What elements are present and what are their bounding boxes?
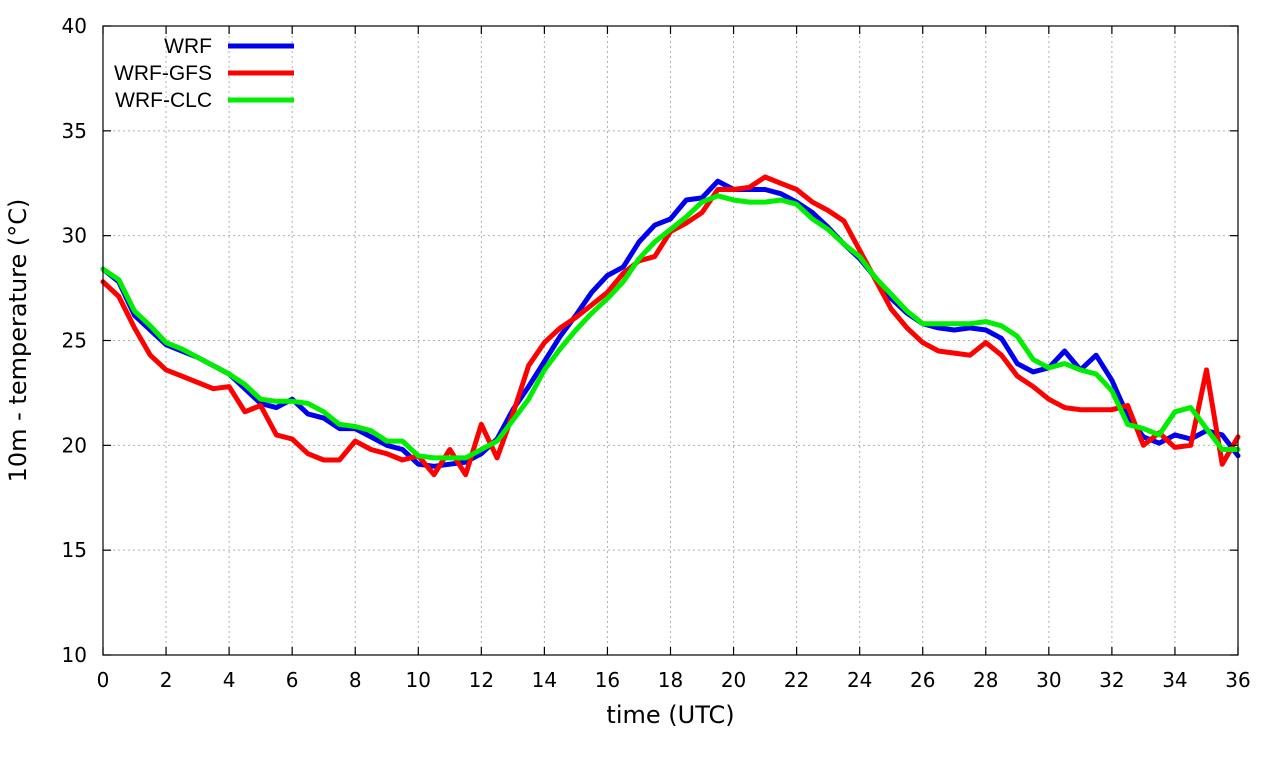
x-tick-label: 12 — [469, 668, 494, 692]
legend-label: WRF — [164, 35, 212, 58]
x-tick-label: 4 — [223, 668, 236, 692]
x-tick-label: 18 — [658, 668, 683, 692]
x-tick-label: 10 — [406, 668, 431, 692]
y-tick-label: 15 — [62, 538, 87, 562]
x-tick-label: 2 — [160, 668, 173, 692]
y-tick-label: 20 — [62, 433, 87, 457]
y-tick-label: 35 — [62, 119, 87, 143]
legend: WRF WRF-GFS WRF-CLC — [114, 35, 294, 112]
x-tick-label: 0 — [97, 668, 110, 692]
grid-lines — [103, 26, 1238, 655]
series-line-wrf-clc — [100, 193, 1241, 461]
x-tick-label: 30 — [1036, 668, 1061, 692]
y-tick-label: 40 — [62, 14, 87, 38]
y-tick-label: 25 — [62, 329, 87, 353]
y-tick-label: 30 — [62, 224, 87, 248]
legend-label: WRF-GFS — [114, 62, 212, 85]
y-tick-label: 10 — [62, 643, 87, 667]
x-tick-label: 20 — [721, 668, 746, 692]
legend-item-wrf-clc: WRF-CLC — [115, 89, 294, 112]
legend-item-wrf-gfs: WRF-GFS — [114, 62, 294, 85]
y-axis-title: 10m - temperature (°C) — [4, 199, 32, 483]
x-axis-title: time (UTC) — [606, 701, 734, 729]
axis-ticks: 0 2 4 6 8 10 12 14 16 18 20 22 24 26 28 30 32 34 361015202… — [62, 14, 1251, 692]
x-tick-label: 8 — [349, 668, 362, 692]
x-tick-label: 32 — [1099, 668, 1124, 692]
x-tick-label: 24 — [847, 668, 872, 692]
x-tick-label: 22 — [784, 668, 809, 692]
x-tick-label: 16 — [595, 668, 620, 692]
legend-item-wrf: WRF — [164, 35, 294, 58]
x-tick-label: 36 — [1225, 668, 1250, 692]
x-tick-label: 26 — [910, 668, 935, 692]
x-tick-label: 28 — [973, 668, 998, 692]
series-layer — [100, 174, 1241, 478]
legend-label: WRF-CLC — [115, 89, 212, 112]
x-tick-label: 14 — [532, 668, 557, 692]
series-line-wrf — [100, 178, 1241, 469]
x-tick-label: 34 — [1162, 668, 1187, 692]
x-tick-label: 6 — [286, 668, 299, 692]
